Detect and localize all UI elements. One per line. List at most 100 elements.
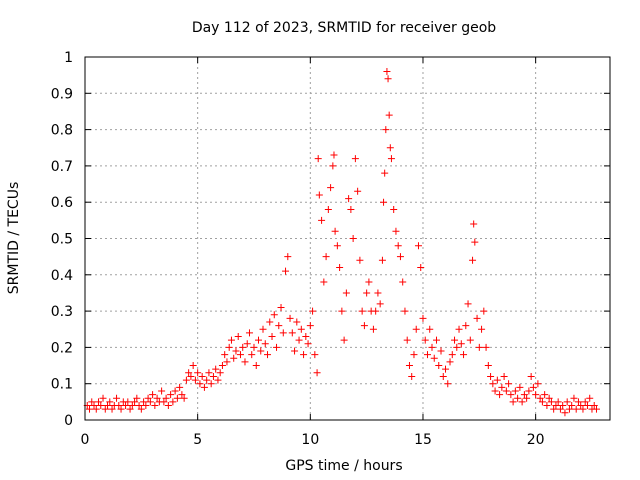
data-point	[475, 343, 483, 351]
data-point	[191, 376, 199, 384]
data-point	[550, 405, 558, 413]
data-point	[520, 391, 528, 399]
data-point	[421, 336, 429, 344]
data-point	[200, 383, 208, 391]
data-point	[153, 394, 161, 402]
y-tick-label: 0.1	[51, 377, 73, 393]
y-tick-label: 0.7	[51, 159, 73, 175]
data-points	[83, 68, 600, 417]
data-point	[270, 311, 278, 319]
data-point	[297, 325, 305, 333]
data-point	[493, 376, 501, 384]
data-point	[146, 398, 154, 406]
y-tick-label: 0.4	[51, 268, 73, 284]
data-point	[561, 409, 569, 417]
data-point	[347, 205, 355, 213]
y-tick-label: 0.3	[51, 304, 73, 320]
data-point	[101, 405, 109, 413]
data-point	[369, 325, 377, 333]
data-point	[306, 322, 314, 330]
data-point	[498, 383, 506, 391]
data-point	[338, 307, 346, 315]
data-point	[590, 401, 598, 409]
data-point	[99, 394, 107, 402]
data-point	[363, 289, 371, 297]
data-point	[142, 401, 150, 409]
data-point	[182, 376, 190, 384]
data-point	[410, 351, 418, 359]
data-point	[451, 336, 459, 344]
data-point	[86, 405, 94, 413]
data-point	[525, 387, 533, 395]
data-point	[284, 253, 292, 261]
data-point	[178, 391, 186, 399]
data-point	[248, 351, 256, 359]
data-point	[171, 387, 179, 395]
data-point	[232, 347, 240, 355]
x-axis-label: GPS time / hours	[285, 458, 402, 474]
data-point	[354, 187, 362, 195]
data-point	[293, 318, 301, 326]
data-point	[417, 264, 425, 272]
y-tick-labels: 0 0.1 0.2 0.3 0.4 0.5 0.6 0.7 0.8 0.9 1	[51, 50, 73, 429]
data-point	[478, 325, 486, 333]
data-point	[239, 343, 247, 351]
data-point	[419, 314, 427, 322]
data-point	[509, 398, 517, 406]
data-point	[241, 358, 249, 366]
data-point	[164, 401, 172, 409]
data-point	[218, 362, 226, 370]
data-point	[314, 155, 322, 163]
data-point	[384, 75, 392, 83]
data-point	[311, 351, 319, 359]
data-point	[128, 401, 136, 409]
data-point	[592, 405, 600, 413]
data-point	[194, 369, 202, 377]
data-point	[221, 351, 229, 359]
data-point	[223, 358, 231, 366]
data-point	[214, 376, 222, 384]
data-point	[180, 394, 188, 402]
data-point	[505, 380, 513, 388]
data-point	[453, 343, 461, 351]
data-point	[577, 401, 585, 409]
data-point	[320, 278, 328, 286]
data-point	[408, 372, 416, 380]
data-point	[133, 394, 141, 402]
data-point	[480, 307, 488, 315]
data-point	[282, 267, 290, 275]
x-tick-label: 20	[527, 432, 545, 448]
y-tick-label: 1	[64, 50, 73, 66]
data-point	[514, 394, 522, 402]
data-point	[104, 401, 112, 409]
data-point	[552, 401, 560, 409]
data-point	[412, 325, 420, 333]
y-axis-label: SRMTID / TECUs	[6, 182, 22, 295]
data-point	[140, 398, 148, 406]
data-point	[507, 391, 515, 399]
data-point	[466, 336, 474, 344]
y-tick-label: 0.8	[51, 123, 73, 139]
data-point	[532, 391, 540, 399]
data-point	[382, 126, 390, 134]
data-point	[387, 155, 395, 163]
data-point	[554, 398, 562, 406]
data-point	[500, 372, 508, 380]
data-point	[131, 398, 139, 406]
data-point	[245, 329, 253, 337]
data-point	[423, 351, 431, 359]
data-point	[261, 340, 269, 348]
data-point	[489, 380, 497, 388]
data-point	[333, 242, 341, 250]
data-point	[502, 387, 510, 395]
data-point	[300, 351, 308, 359]
data-point	[230, 354, 238, 362]
data-point	[446, 358, 454, 366]
data-point	[225, 343, 233, 351]
grid-lines	[85, 57, 610, 420]
data-point	[257, 347, 265, 355]
data-point	[275, 322, 283, 330]
data-point	[372, 307, 380, 315]
data-point	[471, 238, 479, 246]
